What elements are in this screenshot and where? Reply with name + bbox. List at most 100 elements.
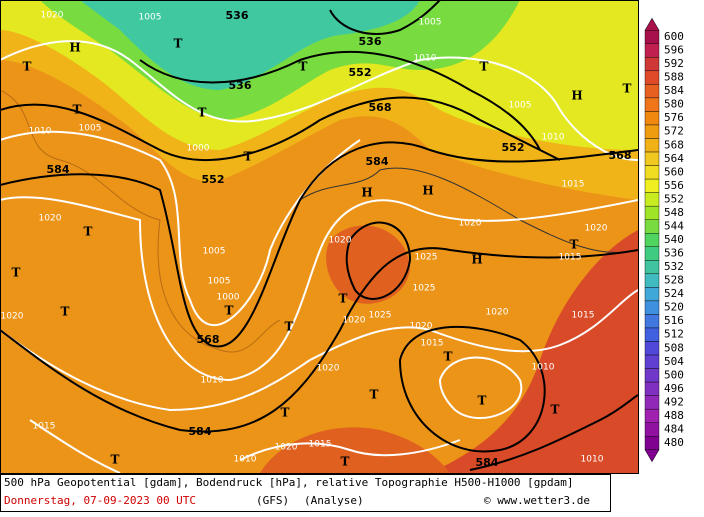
pressure-center: T	[299, 60, 308, 74]
legend-label: 488	[664, 409, 684, 422]
legend-label: 492	[664, 395, 684, 408]
isobars	[0, 40, 638, 473]
legend-swatch	[644, 165, 660, 180]
isobar-label: 1005	[509, 101, 532, 111]
isobar-label: 1020	[1, 312, 24, 322]
legend-swatch	[644, 408, 660, 423]
geopotential-label: 536	[359, 35, 382, 48]
legend-swatch	[644, 205, 660, 220]
legend-label: 596	[664, 44, 684, 57]
pressure-center: T	[244, 150, 253, 164]
pressure-center: T	[478, 394, 487, 408]
isobar-label: 1005	[79, 124, 102, 134]
pressure-center: T	[444, 350, 453, 364]
isobar-label: 1010	[29, 127, 52, 137]
isobar-label: 1025	[369, 311, 392, 321]
isobar-label: 1010	[201, 376, 224, 386]
legend-label: 580	[664, 98, 684, 111]
legend-swatch	[644, 436, 660, 450]
legend-swatch	[644, 273, 660, 288]
pressure-center: T	[570, 238, 579, 252]
pressure-center: T	[551, 403, 560, 417]
isobar-label: 1005	[203, 247, 226, 257]
pressure-center: T	[174, 37, 183, 51]
isobar-label: 1020	[39, 214, 62, 224]
pressure-center: H	[69, 41, 80, 55]
pressure-center: H	[361, 186, 372, 200]
isobar-label: 1020	[585, 224, 608, 234]
legend-label: 540	[664, 233, 684, 246]
geopotential-label: 552	[502, 141, 525, 154]
geopotential-label: 584	[366, 155, 389, 168]
geopotential	[0, 0, 638, 471]
legend-swatch	[644, 219, 660, 234]
map-frame	[0, 0, 639, 474]
geopotential-label: 536	[226, 9, 249, 22]
isobar-label: 1010	[234, 455, 257, 465]
coastline	[299, 167, 638, 254]
pressure-center: H	[422, 184, 433, 198]
legend-label: 536	[664, 247, 684, 260]
legend-swatch	[644, 422, 660, 437]
isobar-label: 1015	[559, 253, 582, 263]
geopotential-label: 584	[476, 456, 499, 469]
legend-swatch	[644, 124, 660, 139]
legend-swatch	[644, 246, 660, 261]
caption-date: Donnerstag, 07-09-2023 00 UTC	[4, 494, 196, 507]
pressure-center: T	[12, 266, 21, 280]
legend-label: 528	[664, 274, 684, 287]
legend-label: 560	[664, 165, 684, 178]
legend-label: 512	[664, 328, 684, 341]
geopotential-label: 552	[202, 173, 225, 186]
pressure-center: T	[480, 60, 489, 74]
legend-swatch	[644, 138, 660, 153]
legend-swatch	[644, 111, 660, 126]
pressure-center: T	[341, 455, 350, 469]
legend-label: 500	[664, 368, 684, 381]
region	[260, 427, 450, 473]
legend-label: 556	[664, 179, 684, 192]
legend-swatch	[644, 327, 660, 342]
legend-swatch	[644, 395, 660, 410]
legend-label: 588	[664, 71, 684, 84]
map-labels: 536 552 568 552 552 568 584 584 568 584 584 536 536 1…	[1, 9, 632, 469]
legend-label: 520	[664, 301, 684, 314]
geopotential-label: 568	[197, 333, 220, 346]
isobar-label: 1020	[343, 316, 366, 326]
caption-model: (GFS)	[256, 494, 289, 507]
legend-swatch	[644, 70, 660, 85]
geopotential-label: 536	[229, 79, 252, 92]
isobar-label: 1025	[413, 284, 436, 294]
geopotential-label: 568	[369, 101, 392, 114]
legend-label: 572	[664, 125, 684, 138]
legend-label: 592	[664, 57, 684, 70]
isobar-label: 1015	[33, 422, 56, 432]
caption-run: (Analyse)	[304, 494, 364, 507]
isobar-label: 1020	[275, 443, 298, 453]
region	[326, 225, 410, 304]
legend-swatch	[644, 97, 660, 112]
legend-swatch	[644, 30, 660, 44]
legend: 6005965925885845805765725685645605565525…	[644, 17, 684, 463]
legend-swatch	[644, 43, 660, 58]
legend-swatch	[644, 341, 660, 356]
pressure-center: T	[73, 103, 82, 117]
legend-swatch	[644, 368, 660, 383]
pressure-center: T	[225, 304, 234, 318]
isobar-label: 1015	[421, 339, 444, 349]
region	[430, 230, 638, 473]
legend-label: 584	[664, 84, 684, 97]
isobar-label: 1020	[459, 219, 482, 229]
legend-swatch	[644, 178, 660, 193]
legend-swatch	[644, 287, 660, 302]
legend-arrow	[644, 17, 660, 31]
legend-arrow	[644, 449, 660, 463]
isobar-label: 1010	[581, 455, 604, 465]
isobar-label: 1010	[542, 133, 565, 143]
legend-swatch	[644, 233, 660, 247]
isobar-label: 1015	[309, 440, 332, 450]
legend-swatch	[644, 192, 660, 207]
isobar-label: 1020	[410, 322, 433, 332]
